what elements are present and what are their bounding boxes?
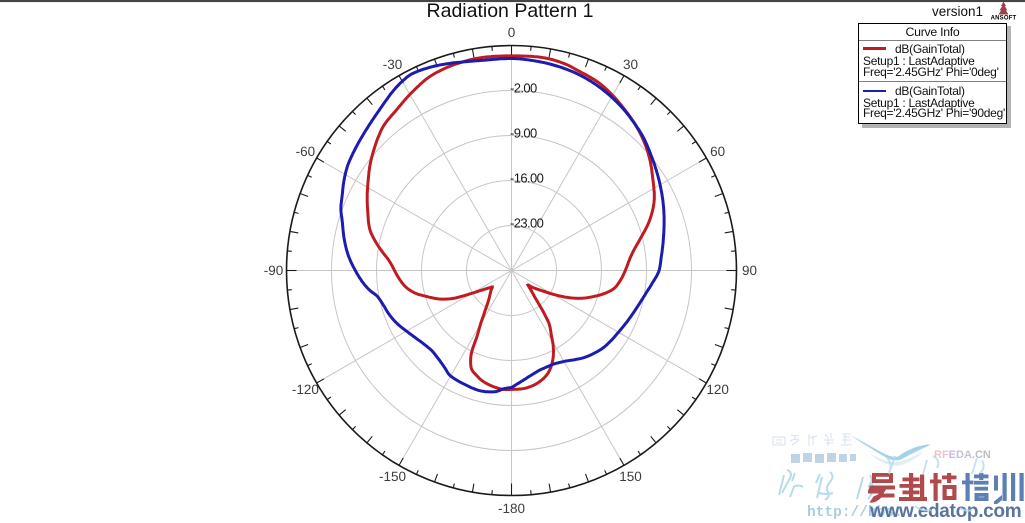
svg-text:60: 60 (710, 144, 725, 159)
svg-text:ANSOFT: ANSOFT (991, 16, 1017, 22)
svg-text:-2.00: -2.00 (510, 80, 537, 95)
svg-text:120: 120 (706, 382, 729, 397)
svg-text:-16.00: -16.00 (510, 170, 544, 185)
svg-text:90: 90 (742, 263, 757, 278)
svg-text:150: 150 (619, 469, 642, 484)
svg-text:-9.00: -9.00 (510, 125, 537, 140)
svg-text:30: 30 (623, 57, 638, 72)
svg-text:-150: -150 (379, 469, 406, 484)
svg-text:0: 0 (508, 25, 516, 40)
svg-text:-180: -180 (498, 501, 525, 516)
svg-text:-90: -90 (264, 263, 284, 278)
svg-text:-120: -120 (292, 382, 319, 397)
svg-text:http://bbs.: http://bbs. (807, 505, 903, 521)
svg-text:-30: -30 (383, 57, 403, 72)
svg-text:-23.00: -23.00 (510, 215, 544, 230)
svg-text:-60: -60 (296, 144, 316, 159)
svg-text:RFEDA.CN: RFEDA.CN (934, 449, 991, 461)
